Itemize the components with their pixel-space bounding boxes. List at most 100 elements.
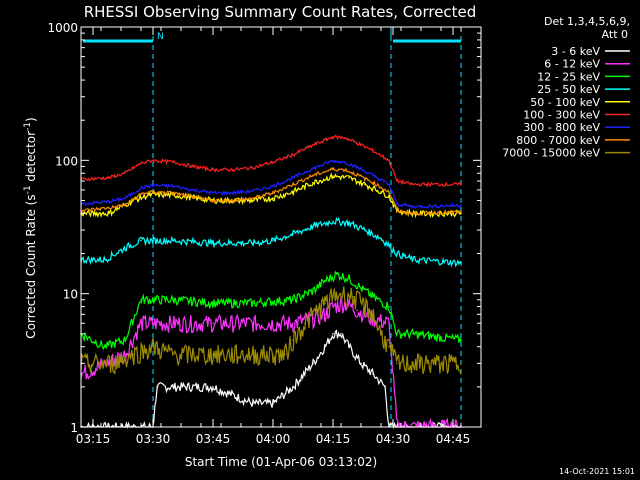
series-2-point-17 <box>460 339 462 341</box>
series-6-point-20 <box>460 204 462 207</box>
y-axis-ticks: 1 10 100 1000 <box>47 21 481 435</box>
series-3-point-4 <box>172 239 174 242</box>
y-axis-label-mid: detector <box>24 131 38 186</box>
series-3-point-17 <box>460 262 462 264</box>
series-6-point-5 <box>172 185 174 187</box>
series-8-point-14 <box>340 292 342 295</box>
series-3-point-5 <box>212 242 214 244</box>
series-8-point-21 <box>412 362 414 365</box>
series-5-point-9 <box>252 166 254 169</box>
series-2-point-1 <box>104 345 106 348</box>
series-6-point-17 <box>388 183 390 186</box>
series-7-point-1 <box>108 207 110 209</box>
series-2-point-5 <box>212 302 214 304</box>
series-2-point-3 <box>140 298 142 301</box>
series-5-point-19 <box>412 183 414 186</box>
series-line-5 <box>80 134 462 188</box>
series-7-point-5 <box>172 192 174 194</box>
series-7-point-19 <box>412 212 414 215</box>
series-3-point-7 <box>272 239 274 242</box>
series-4-point-13 <box>380 191 382 193</box>
series-8-point-10 <box>304 322 306 325</box>
series-8-point-19 <box>388 345 390 348</box>
series-3-point-6 <box>252 242 254 244</box>
x-axis-label: Start Time (01-Apr-06 03:13:02) <box>185 455 377 469</box>
series-5-point-8 <box>232 168 234 171</box>
series-6-point-3 <box>140 187 142 189</box>
legend-label-0: 3 - 6 keV <box>551 45 600 58</box>
series-3-point-8 <box>292 233 294 235</box>
series-3 <box>80 216 462 268</box>
series-8-point-11 <box>312 313 314 316</box>
series-5-point-3 <box>140 162 142 165</box>
legend-label-8: 7000 - 15000 keV <box>502 147 600 160</box>
series-8-point-15 <box>352 295 354 298</box>
series-5-point-2 <box>124 172 126 175</box>
legend-header-line1: Det 1,3,4,5,6,9, <box>544 15 630 28</box>
series-0-point-15 <box>372 373 374 375</box>
series-0-point-4 <box>172 386 174 388</box>
series-6 <box>80 159 462 210</box>
series-8-point-22 <box>460 362 462 365</box>
series-5-point-6 <box>192 165 194 168</box>
series-3-point-15 <box>396 252 398 255</box>
series-7-point-10 <box>272 192 274 194</box>
series-2-point-6 <box>252 302 254 304</box>
series-line-3 <box>80 216 462 268</box>
series-5-point-17 <box>388 159 390 162</box>
series-1-point-11 <box>356 309 358 312</box>
series-4-point-9 <box>312 181 314 184</box>
series-2-point-16 <box>412 333 414 335</box>
series-7-point-20 <box>460 211 462 213</box>
x-tick-label-2: 03:45 <box>196 432 231 446</box>
series-2-point-9 <box>324 279 326 282</box>
series-7-point-2 <box>124 204 126 207</box>
series-4-point-17 <box>460 212 462 215</box>
series-3-point-16 <box>412 258 414 261</box>
series-0-point-9 <box>312 362 314 365</box>
series-6-point-10 <box>272 185 274 187</box>
series-5-point-13 <box>332 136 334 138</box>
series-4-point-3 <box>148 194 150 196</box>
x-tick-label-5: 04:30 <box>376 432 411 446</box>
legend-label-2: 12 - 25 keV <box>537 70 600 83</box>
series-6-point-9 <box>252 190 254 192</box>
series-2-point-10 <box>336 273 338 275</box>
series-2-point-2 <box>124 339 126 341</box>
series-5-point-4 <box>152 159 154 162</box>
series-line-8 <box>80 286 462 375</box>
series-8-point-3 <box>152 345 154 348</box>
series-2-point-13 <box>372 295 374 298</box>
series-2-point-11 <box>348 277 350 280</box>
y-tick-label-3: 1000 <box>47 21 78 35</box>
series-7-point-12 <box>312 174 314 177</box>
x-tick-label-3: 04:00 <box>256 432 291 446</box>
series-line-2 <box>80 270 462 351</box>
series-7-point-7 <box>212 199 214 202</box>
y-axis-label: Corrected Count Rate (s-1 detector-1) <box>23 117 38 338</box>
series-5-point-10 <box>272 161 274 163</box>
series-5-point-1 <box>108 176 110 179</box>
series-0-point-3 <box>156 386 158 388</box>
series-8-point-4 <box>172 353 174 356</box>
series-5 <box>80 134 462 188</box>
y-axis-label-main: Corrected Count Rate (s <box>24 194 38 338</box>
series-3-point-10 <box>332 220 334 222</box>
series-6-point-15 <box>356 166 358 168</box>
series-7-point-17 <box>388 191 390 193</box>
series-7-point-18 <box>396 209 398 212</box>
series-3-point-12 <box>364 229 366 231</box>
y-axis-label-sup2: -1 <box>23 122 33 131</box>
series-8-point-16 <box>364 305 366 308</box>
series-3-point-1 <box>104 258 106 261</box>
series-6-point-18 <box>396 203 398 205</box>
series-2-point-8 <box>312 290 314 292</box>
series-0-point-12 <box>340 333 342 335</box>
series-2-point-14 <box>388 305 390 308</box>
series-5-point-18 <box>396 180 398 182</box>
series-6-point-7 <box>212 192 214 194</box>
legend-label-4: 50 - 100 keV <box>530 96 600 109</box>
legend-header-line2: Att 0 <box>602 28 628 41</box>
series-0-point-16 <box>384 386 386 388</box>
